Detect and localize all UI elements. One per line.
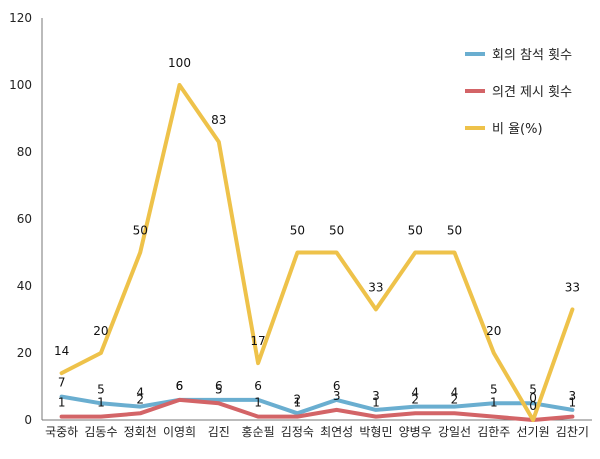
y-tick-label: 120 — [9, 11, 32, 25]
legend-label-2: 의견 제시 횟수 — [492, 85, 572, 100]
x-tick-label: 최연성 — [320, 425, 353, 439]
data-label: 2 — [451, 392, 459, 406]
x-tick-label: 김한주 — [477, 425, 510, 439]
data-label: 5 — [529, 382, 537, 396]
data-label: 17 — [250, 334, 265, 348]
legend-label-3: 비 율(%) — [492, 122, 543, 137]
data-label: 50 — [447, 224, 462, 238]
y-tick-label: 20 — [17, 346, 32, 360]
data-label: 1 — [490, 396, 498, 410]
y-tick-label: 0 — [24, 413, 32, 427]
data-label: 5 — [215, 382, 223, 396]
x-tick-label: 국중하 — [45, 425, 78, 439]
data-label: 1 — [372, 396, 380, 410]
data-label: 0 — [529, 391, 537, 405]
data-label: 1 — [294, 396, 302, 410]
x-tick-label: 이영희 — [163, 425, 196, 439]
data-label: 4 — [136, 386, 144, 400]
series-lines — [59, 83, 575, 422]
data-label: 2 — [294, 392, 302, 406]
data-label: 4 — [411, 386, 419, 400]
legend-label-1: 회의 참석 횟수 — [492, 48, 572, 63]
data-label: 6 — [176, 379, 184, 393]
data-label: 50 — [329, 224, 344, 238]
data-label: 1 — [254, 396, 262, 410]
x-axis-ticks: 국중하 김동수 정회천 이영희 김진 홍순필 김정숙 최연성 박형민 양병우 강일선 김한주 선기원 김찬… — [45, 424, 589, 439]
data-label: 0 — [529, 399, 537, 413]
data-label: 7 — [58, 376, 66, 390]
data-label: 4 — [451, 386, 459, 400]
x-tick-label: 강일선 — [438, 425, 471, 439]
data-label: 3 — [569, 389, 577, 403]
data-label: 3 — [372, 389, 380, 403]
x-tick-label: 김찬기 — [556, 424, 589, 439]
data-label: 20 — [93, 324, 108, 338]
data-label: 33 — [368, 280, 383, 294]
data-label: 3 — [333, 389, 341, 403]
x-tick-label: 정회천 — [124, 424, 157, 439]
y-tick-label: 40 — [17, 279, 32, 293]
data-label: 1 — [97, 396, 105, 410]
x-tick-label: 김동수 — [84, 425, 117, 439]
data-label: 33 — [565, 280, 580, 294]
data-label: 6 — [176, 379, 184, 393]
data-label: 50 — [133, 224, 148, 238]
x-tick-label: 홍순필 — [242, 425, 275, 439]
data-label: 6 — [333, 379, 341, 393]
y-tick-label: 100 — [9, 78, 32, 92]
data-label: 2 — [411, 392, 419, 406]
series-line-1 — [59, 394, 575, 416]
data-label: 6 — [254, 379, 262, 393]
x-tick-label: 양병우 — [399, 425, 432, 439]
data-label: 5 — [97, 382, 105, 396]
data-label: 6 — [215, 379, 223, 393]
y-tick-label: 80 — [17, 145, 32, 159]
data-label: 50 — [290, 224, 305, 238]
data-label: 5 — [490, 382, 498, 396]
x-tick-label: 김정숙 — [281, 425, 314, 439]
x-tick-label: 선기원 — [517, 425, 550, 439]
data-label: 14 — [54, 344, 69, 358]
data-label: 1 — [58, 396, 66, 410]
data-label: 20 — [486, 324, 501, 338]
data-label: 50 — [408, 224, 423, 238]
y-tick-label: 60 — [17, 212, 32, 226]
series-line-3 — [59, 83, 575, 422]
data-label: 1 — [569, 396, 577, 410]
axes — [41, 18, 592, 421]
data-label: 83 — [211, 113, 226, 127]
x-tick-label: 김진 — [208, 425, 230, 439]
series-line-2 — [59, 397, 575, 422]
data-label: 100 — [168, 56, 191, 70]
y-axis-ticks: 0 20 40 60 80 100 120 — [9, 11, 32, 427]
x-tick-label: 박형민 — [359, 425, 392, 439]
data-label: 2 — [136, 392, 144, 406]
